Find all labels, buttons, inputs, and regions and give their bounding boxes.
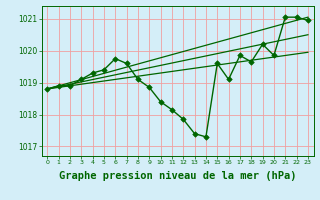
X-axis label: Graphe pression niveau de la mer (hPa): Graphe pression niveau de la mer (hPa) [59, 171, 296, 181]
